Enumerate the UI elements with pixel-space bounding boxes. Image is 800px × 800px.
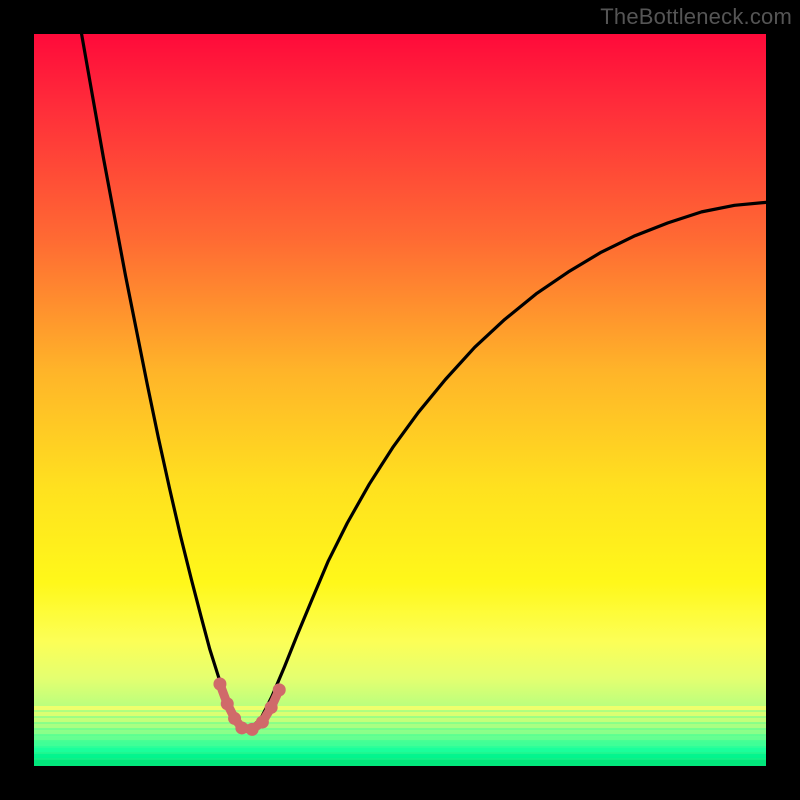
gradient-band <box>34 748 766 752</box>
marker-dot <box>256 716 269 729</box>
watermark-text: TheBottleneck.com <box>600 4 792 30</box>
gradient-band <box>34 742 766 746</box>
marker-dot <box>273 683 286 696</box>
marker-dot <box>213 678 226 691</box>
gradient-band <box>34 736 766 740</box>
gradient-band <box>34 730 766 734</box>
chart-canvas: TheBottleneck.com <box>0 0 800 800</box>
marker-dot <box>265 701 278 714</box>
gradient-band <box>34 760 766 764</box>
marker-dot <box>221 697 234 710</box>
bottleneck-curve-plot <box>0 0 800 800</box>
gradient-band <box>34 718 766 722</box>
gradient-band <box>34 754 766 758</box>
gradient-band <box>34 706 766 710</box>
gradient-band <box>34 724 766 728</box>
gradient-background <box>34 34 766 766</box>
gradient-band <box>34 712 766 716</box>
